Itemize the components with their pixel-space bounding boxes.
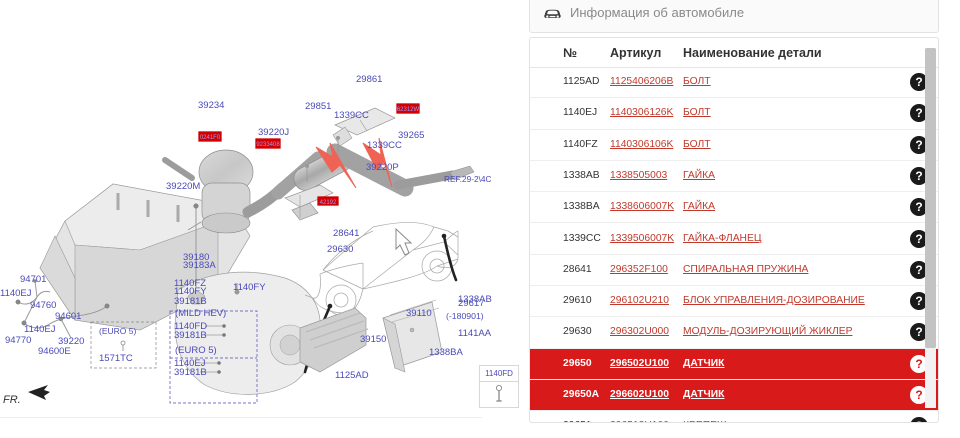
svg-text:42192: 42192 xyxy=(320,200,337,206)
svg-text:0241F0: 0241F0 xyxy=(200,135,221,141)
svg-text:9233408: 9233408 xyxy=(256,142,280,148)
svg-text:62312W: 62312W xyxy=(397,107,420,113)
